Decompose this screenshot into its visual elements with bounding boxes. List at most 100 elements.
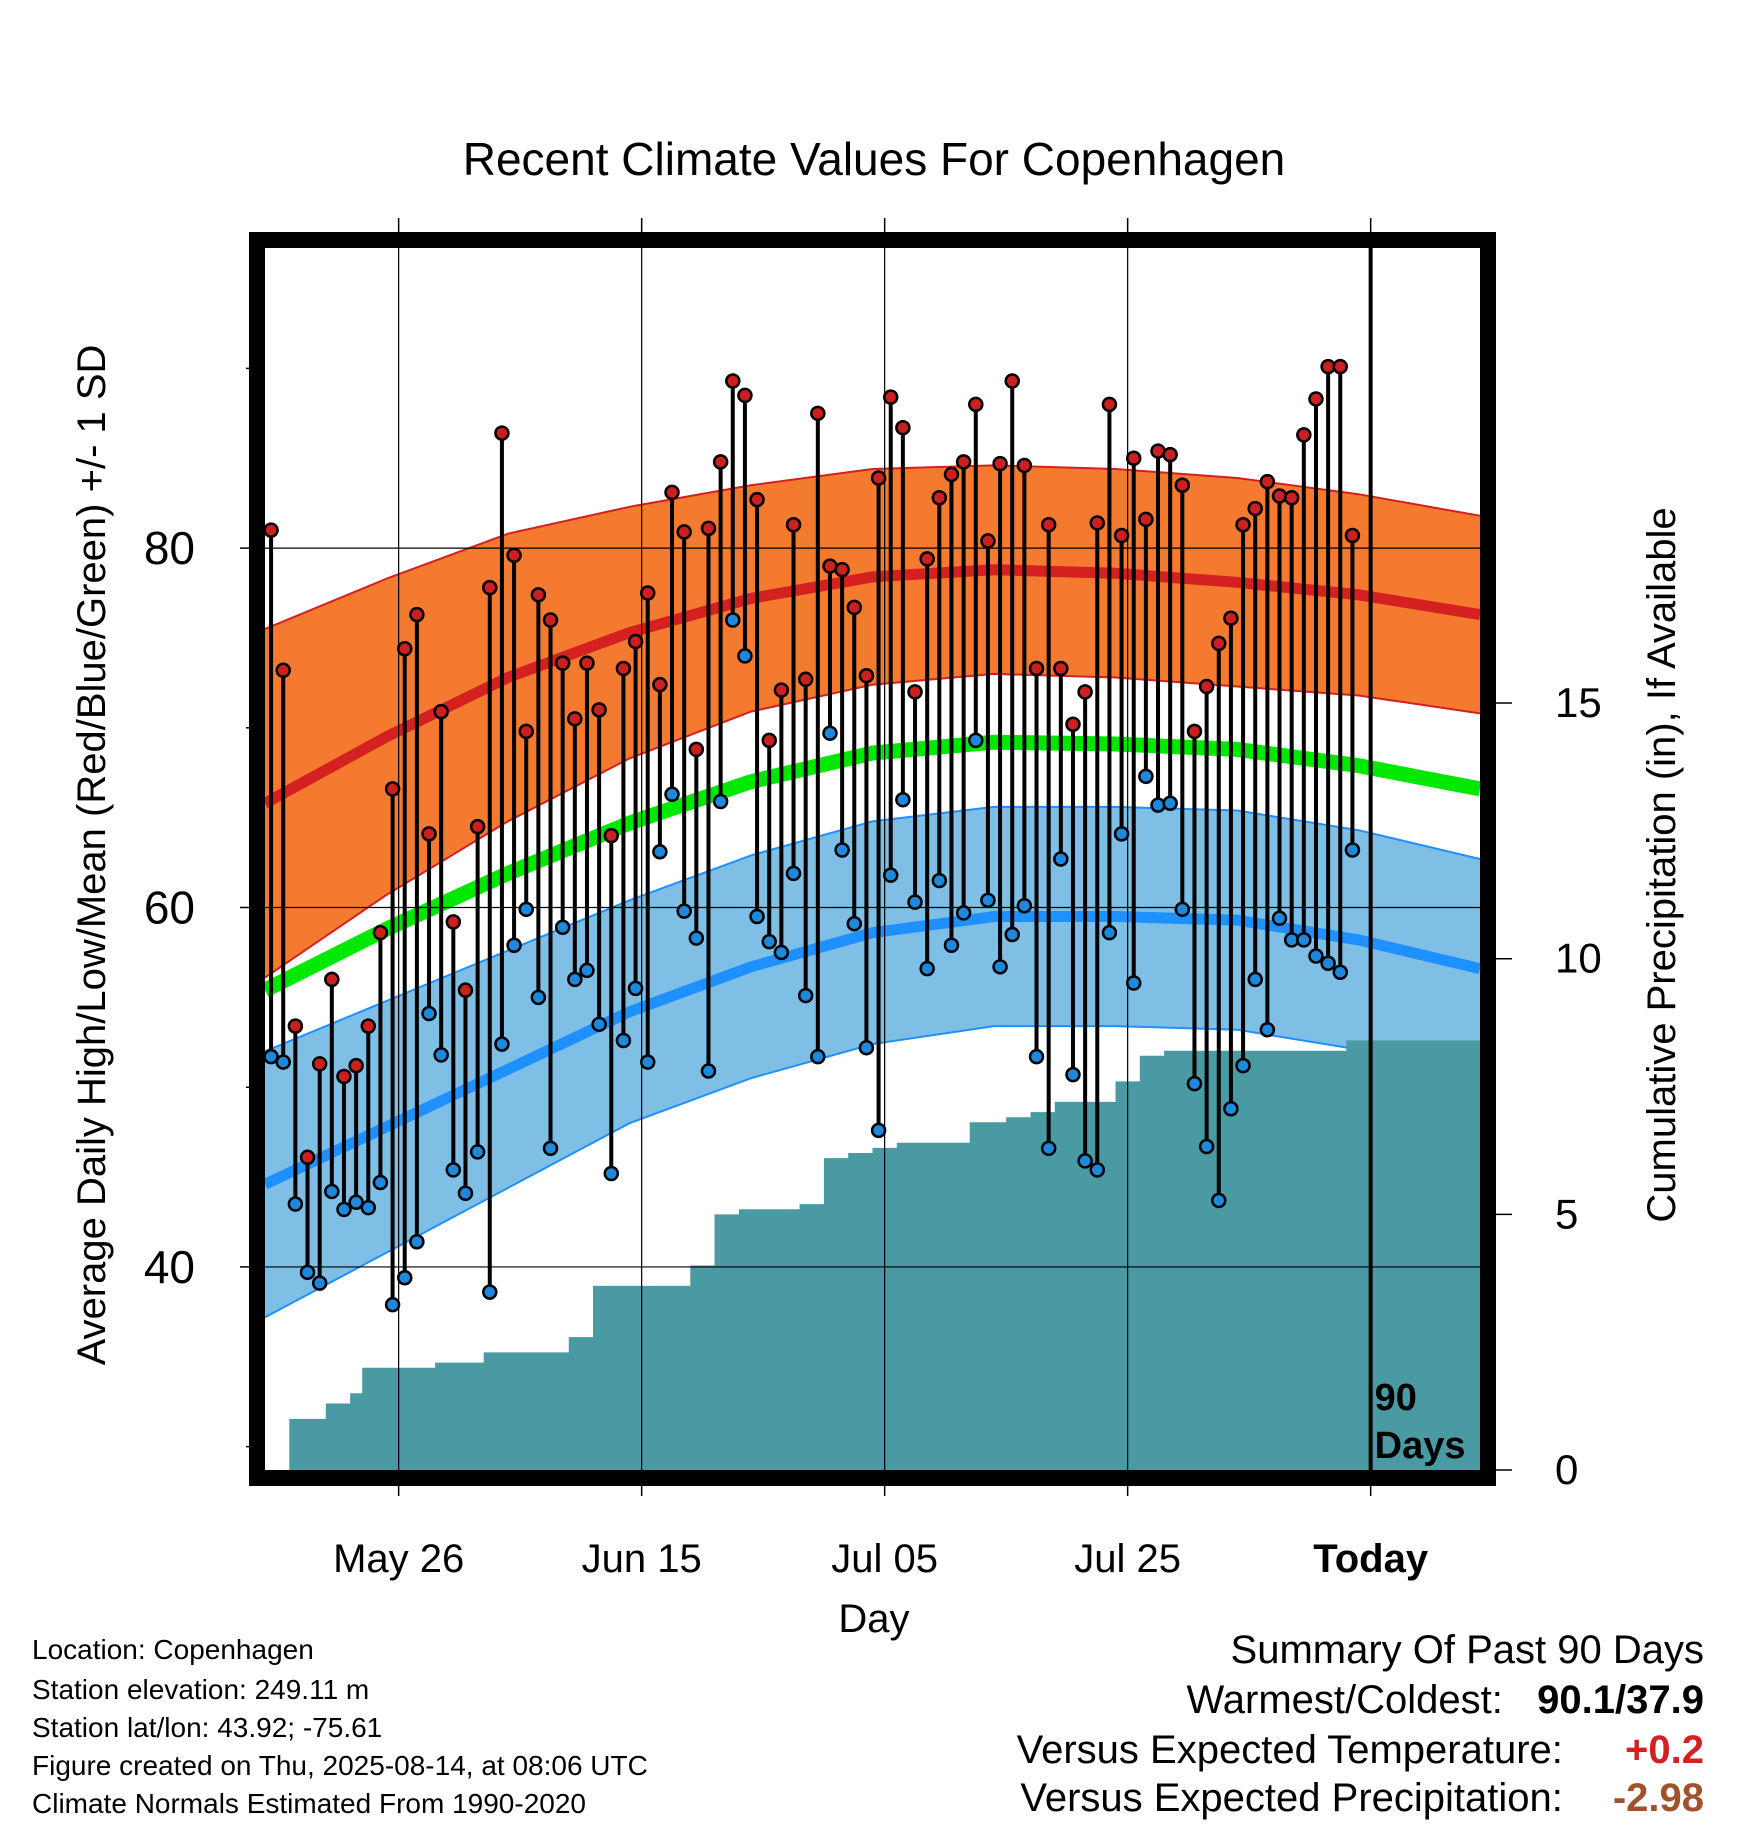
daily-low-point bbox=[1235, 1057, 1251, 1074]
daily-low-point bbox=[931, 872, 948, 889]
daily-low-point bbox=[554, 919, 571, 936]
daily-high-point bbox=[530, 587, 547, 603]
daily-high-point bbox=[1174, 477, 1191, 493]
daily-high-point bbox=[1113, 527, 1130, 544]
daily-high-point bbox=[749, 491, 765, 508]
daily-low-point bbox=[615, 1032, 632, 1049]
daily-low-point bbox=[372, 1174, 389, 1191]
daily-high-point bbox=[336, 1068, 352, 1085]
daily-low-point bbox=[324, 1183, 340, 1200]
daily-low-point bbox=[652, 844, 668, 860]
daily-high-point bbox=[1283, 490, 1300, 506]
daily-low-point bbox=[749, 908, 765, 925]
daily-high-point bbox=[882, 389, 899, 405]
daily-high-point bbox=[421, 826, 437, 842]
daily-low-point bbox=[1174, 901, 1191, 918]
daily-low-point bbox=[1344, 842, 1361, 858]
daily-low-point bbox=[895, 791, 911, 808]
daily-low-point bbox=[1198, 1138, 1215, 1155]
daily-low-point bbox=[676, 903, 692, 919]
daily-high-point bbox=[567, 711, 583, 727]
daily-high-point bbox=[1077, 684, 1093, 700]
daily-low-point bbox=[1247, 971, 1263, 988]
daily-low-point bbox=[1271, 910, 1288, 927]
daily-low-point bbox=[494, 1036, 510, 1052]
daily-low-point bbox=[907, 894, 923, 910]
daily-high-point bbox=[348, 1057, 364, 1074]
location-text: Location: Copenhagen bbox=[32, 1634, 314, 1665]
daily-high-point bbox=[1040, 516, 1057, 533]
daily-low-point bbox=[846, 915, 863, 932]
temp-label: Versus Expected Temperature: bbox=[1016, 1728, 1563, 1772]
daily-low-point bbox=[1162, 795, 1178, 812]
precip-anomaly-value: -2.98 bbox=[1612, 1776, 1704, 1820]
daily-high-point bbox=[1186, 723, 1203, 740]
daily-low-point bbox=[737, 648, 753, 664]
daily-high-point bbox=[396, 640, 413, 657]
daily-high-point bbox=[1344, 527, 1361, 544]
daily-low-point bbox=[858, 1039, 875, 1056]
precipitation-area bbox=[265, 1040, 1480, 1470]
daily-low-point bbox=[725, 612, 741, 628]
daily-high-point bbox=[1259, 473, 1276, 490]
daily-low-point bbox=[265, 1048, 279, 1065]
daily-high-point bbox=[360, 1018, 377, 1034]
daily-low-point bbox=[785, 865, 802, 882]
warmest-value: 90.1/37.9 bbox=[1537, 1678, 1704, 1722]
daily-low-point bbox=[1113, 826, 1130, 842]
daily-low-point bbox=[518, 901, 534, 918]
daily-low-point bbox=[433, 1047, 449, 1063]
daily-high-point bbox=[469, 818, 486, 835]
daily-high-point bbox=[445, 914, 462, 930]
daily-low-point bbox=[1259, 1021, 1276, 1038]
warmest-label: Warmest/Coldest: bbox=[1186, 1678, 1503, 1722]
daily-high-point bbox=[968, 396, 984, 413]
daily-high-point bbox=[810, 405, 826, 422]
daily-high-point bbox=[785, 516, 802, 533]
daily-high-point bbox=[1271, 488, 1288, 504]
daily-high-point bbox=[506, 547, 522, 564]
daily-low-point bbox=[421, 1005, 437, 1022]
daily-high-point bbox=[518, 723, 534, 740]
daily-high-point bbox=[1004, 373, 1020, 389]
daily-low-point bbox=[919, 960, 935, 977]
daily-high-point bbox=[265, 522, 279, 538]
daily-low-point bbox=[482, 1284, 498, 1300]
daily-high-point bbox=[1065, 716, 1081, 732]
daily-high-point bbox=[1138, 511, 1154, 528]
daily-low-point bbox=[992, 959, 1008, 975]
latlon-text: Station lat/lon: 43.92; -75.61 bbox=[32, 1712, 383, 1743]
daily-high-point bbox=[980, 533, 996, 549]
daily-high-point bbox=[773, 682, 790, 698]
daily-low-point bbox=[943, 937, 960, 954]
daily-low-point bbox=[1101, 924, 1118, 941]
x-axis-label: Day bbox=[838, 1597, 909, 1641]
daily-low-point bbox=[955, 905, 972, 921]
daily-high-point bbox=[372, 924, 389, 941]
y2-tick-label: 5 bbox=[1555, 1190, 1578, 1237]
daily-high-point bbox=[482, 579, 498, 596]
daily-low-point bbox=[336, 1201, 352, 1218]
daily-high-point bbox=[1162, 446, 1178, 463]
daily-high-point bbox=[688, 741, 705, 758]
daily-high-point bbox=[1053, 660, 1069, 677]
temp-anomaly-value: +0.2 bbox=[1625, 1728, 1704, 1772]
x-tick-label: May 26 bbox=[333, 1537, 464, 1581]
daily-low-point bbox=[1040, 1140, 1057, 1157]
daily-high-point bbox=[797, 671, 814, 688]
today-days-label: Days bbox=[1375, 1425, 1466, 1467]
daily-low-point bbox=[287, 1196, 304, 1212]
daily-high-point bbox=[895, 419, 911, 436]
daily-high-point bbox=[457, 982, 474, 998]
daily-high-point bbox=[737, 387, 753, 404]
daily-high-point bbox=[1223, 610, 1239, 626]
daily-low-point bbox=[822, 725, 838, 741]
daily-high-point bbox=[907, 684, 923, 700]
chart-title: Recent Climate Values For Copenhagen bbox=[463, 133, 1286, 185]
daily-low-point bbox=[1004, 926, 1020, 943]
daily-low-point bbox=[360, 1199, 377, 1216]
summary-warmest-row: Warmest/Coldest: 90.1/37.9 bbox=[1187, 1680, 1705, 1720]
daily-low-point bbox=[1028, 1048, 1045, 1065]
summary-title: Summary Of Past 90 Days bbox=[1230, 1628, 1704, 1672]
daily-high-point bbox=[1198, 678, 1215, 695]
